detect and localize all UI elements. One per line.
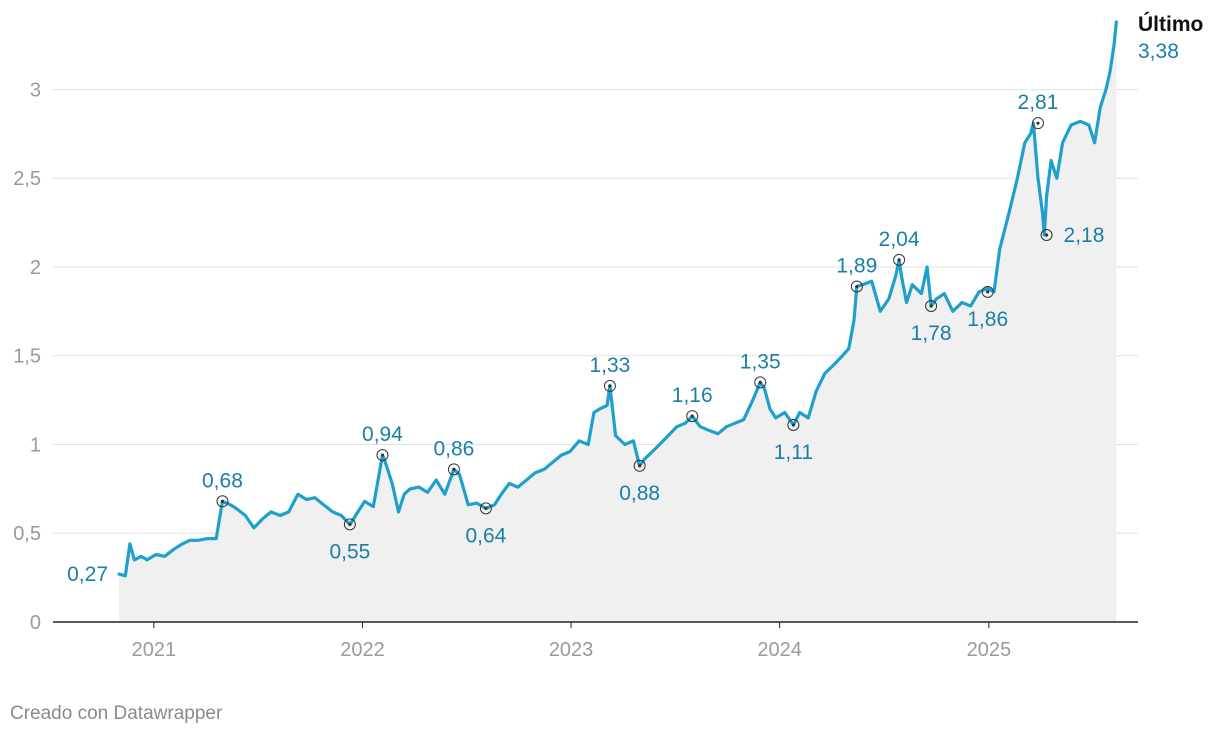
annotation-marker	[447, 463, 460, 476]
annotation-label: 0,68	[202, 469, 243, 492]
x-tick-label: 2022	[340, 639, 385, 661]
annotation-marker-dot	[220, 499, 225, 503]
annotation-marker	[1031, 117, 1044, 130]
series-line	[117, 20, 1118, 578]
annotation-marker-dot	[986, 290, 990, 294]
annotation-label: 2,18	[1064, 224, 1105, 247]
annotation-marker	[343, 518, 356, 531]
area-fill	[119, 22, 1117, 622]
y-tick-label: 0	[30, 612, 41, 634]
annotation-marker-dot	[380, 453, 385, 457]
annotation-label: 1,86	[967, 308, 1008, 331]
annotation-marker	[216, 495, 229, 508]
x-axis-ticks: 2021 2022 2023 2024 2025	[132, 622, 1011, 661]
x-tick-label: 2021	[132, 639, 177, 661]
credit-text: Creado con Datawrapper	[10, 703, 223, 724]
annotation-marker-dot	[690, 414, 694, 418]
y-tick-label: 2	[30, 257, 41, 279]
annotation-label: 1,89	[836, 254, 877, 277]
annotation-label: 1,35	[740, 350, 781, 373]
annotation-label: 0,86	[433, 437, 474, 460]
annotation-marker-dot	[638, 464, 642, 468]
y-tick-label: 0,5	[13, 523, 41, 545]
annotation-marker	[1040, 229, 1053, 242]
annotation-marker-dot	[791, 423, 795, 427]
annotation-marker	[754, 376, 767, 389]
annotation-marker-dot	[897, 258, 901, 262]
annotation-marker	[787, 418, 800, 431]
x-tick-label: 2024	[757, 639, 802, 661]
x-tick-label: 2023	[549, 639, 594, 661]
annotation-marker	[633, 459, 646, 472]
annotation-label: 0,94	[362, 423, 403, 446]
annotation-marker-dot	[484, 506, 488, 510]
annotation-marker-dot	[929, 304, 933, 308]
annotation-marker	[479, 502, 492, 515]
y-tick-label: 3	[30, 79, 41, 101]
annotation-label: 0,88	[619, 482, 660, 505]
annotation-label: 1,11	[774, 441, 813, 464]
annotation-label: 2,81	[1018, 91, 1059, 114]
annotation-marker	[850, 280, 863, 293]
x-tick-label: 2025	[967, 639, 1012, 661]
annotation-marker	[893, 253, 906, 266]
annotation-label: 0,27	[67, 563, 108, 586]
last-value-title: Último	[1138, 12, 1203, 36]
annotation-label: 1,78	[911, 322, 952, 345]
annotation-label: 1,16	[672, 384, 713, 407]
annotation-marker-dot	[608, 384, 612, 388]
y-tick-label: 1,5	[13, 346, 41, 368]
annotation-label: 2,04	[879, 228, 920, 251]
annotation-label: 1,33	[589, 354, 630, 377]
annotation-marker-dot	[758, 380, 762, 384]
y-tick-label: 2,5	[13, 168, 41, 190]
annotation-marker-dot	[1036, 121, 1040, 125]
annotation-marker	[981, 285, 994, 298]
annotation-label: 0,64	[465, 524, 506, 547]
annotation-label: 0,55	[329, 540, 370, 563]
annotation-marker-dot	[1044, 233, 1049, 237]
last-value-label: 3,38	[1138, 40, 1179, 63]
annotation-marker-dot	[855, 284, 859, 289]
annotation-marker	[925, 300, 938, 313]
annotations: 0,27 0,68 0,55 0,94 0,86 0,64 1,33 0,88 1,16 1,35…	[67, 91, 1104, 586]
y-axis-ticks: 0 0,5 1 1,5 2 2,5 3	[13, 79, 41, 634]
annotation-marker	[603, 379, 616, 392]
annotation-marker-dot	[452, 467, 456, 471]
annotation-marker-dot	[348, 522, 352, 526]
annotation-marker	[376, 449, 389, 462]
annotation-marker	[686, 410, 699, 423]
y-tick-label: 1	[30, 434, 41, 456]
